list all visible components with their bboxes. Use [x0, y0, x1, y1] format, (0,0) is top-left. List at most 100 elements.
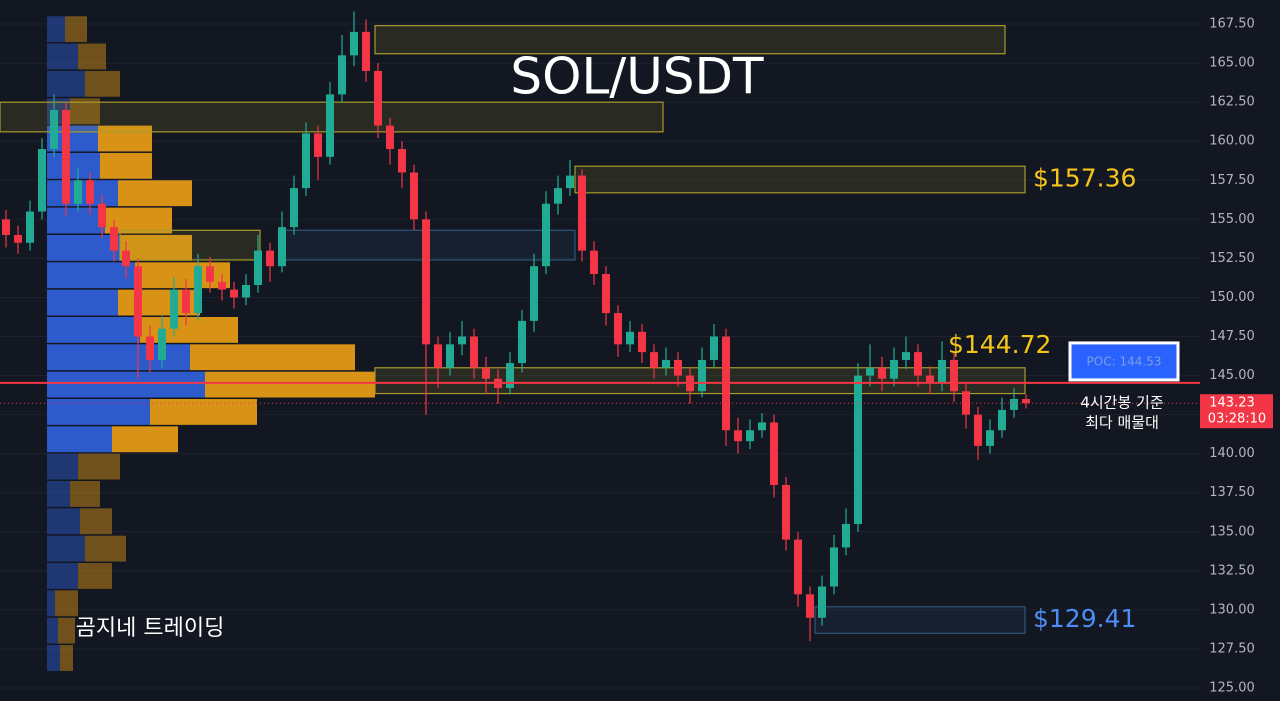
candle-body — [386, 125, 394, 150]
candle-body — [242, 284, 250, 298]
candle-body — [650, 352, 658, 368]
candle-body — [302, 133, 310, 189]
candle-body — [866, 367, 874, 376]
candle-body — [146, 336, 154, 360]
candle-body — [266, 250, 274, 267]
countdown: 03:28:10 — [1208, 412, 1266, 427]
profile-buy — [47, 371, 205, 398]
profile-buy — [47, 563, 78, 589]
title: SOL/USDT — [510, 48, 764, 106]
profile-buy — [47, 617, 58, 644]
candle-body — [374, 70, 382, 126]
candle-body — [530, 266, 538, 321]
candle-body — [362, 31, 370, 71]
candle-body — [842, 523, 850, 548]
candle-body — [398, 149, 406, 173]
profile-sell — [118, 180, 192, 207]
candle-body — [878, 367, 886, 379]
candle-body — [254, 250, 262, 285]
profile-buy — [47, 180, 118, 207]
y-tick-label: 152.50 — [1209, 251, 1255, 266]
profile-buy — [47, 481, 70, 507]
candle-body — [974, 414, 982, 446]
candle-body — [278, 227, 286, 267]
candle-body — [290, 188, 298, 228]
candle-body — [746, 430, 754, 442]
y-tick-label: 130.00 — [1209, 602, 1255, 617]
profile-sell — [190, 344, 355, 371]
candle-body — [854, 375, 862, 524]
poc-box — [1068, 341, 1180, 382]
candle-body — [662, 359, 670, 368]
candle-body — [998, 409, 1006, 431]
candle-body — [62, 109, 70, 204]
candle-body — [74, 180, 82, 204]
profile-sell — [58, 617, 75, 644]
y-tick-label: 145.00 — [1209, 368, 1255, 383]
candle-body — [314, 133, 322, 157]
candle-body — [986, 430, 994, 446]
y-tick-label: 155.00 — [1209, 212, 1255, 227]
poc-label: POC: 144.53 — [1087, 354, 1162, 368]
candle-body — [770, 422, 778, 485]
candle-body — [578, 175, 586, 251]
profile-buy — [47, 453, 78, 480]
profile-buy — [47, 535, 85, 562]
profile-sell — [150, 399, 257, 425]
candle-body — [590, 250, 598, 275]
zone — [119, 229, 261, 261]
profile-buy — [47, 16, 65, 43]
candle-body — [626, 331, 634, 345]
candle-body — [518, 320, 526, 364]
profile-buy — [47, 234, 120, 261]
candle-body — [206, 266, 214, 282]
candle-body — [758, 422, 766, 431]
candle-body — [818, 586, 826, 618]
profile-sell — [65, 16, 87, 43]
profile-buy — [47, 43, 78, 70]
last-price: 143.23 — [1209, 396, 1255, 411]
y-tick-label: 137.50 — [1209, 485, 1255, 500]
candle-body — [218, 281, 226, 290]
profile-buy — [47, 426, 112, 453]
watermark: 곰지네 트레이딩 — [76, 616, 225, 641]
candle-body — [98, 203, 106, 228]
candle-body — [962, 391, 970, 415]
profile-buy — [47, 508, 80, 535]
profile-sell — [100, 152, 152, 179]
zone — [374, 25, 1006, 55]
profile-sell — [98, 125, 152, 152]
candle-body — [410, 172, 418, 220]
zone — [814, 606, 1026, 634]
y-tick-label: 162.50 — [1209, 95, 1255, 110]
candle-body — [2, 219, 10, 235]
candle-body — [194, 266, 202, 314]
candle-body — [458, 336, 466, 345]
profile-sell — [55, 590, 78, 617]
profile-buy — [47, 70, 85, 97]
candle-body — [50, 109, 58, 150]
y-tick-label: 157.50 — [1209, 173, 1255, 188]
candle-body — [938, 359, 946, 384]
candle-body — [734, 430, 742, 442]
candle-body — [914, 352, 922, 376]
candle-body — [698, 359, 706, 392]
candle-body — [830, 547, 838, 587]
candle-body — [794, 539, 802, 595]
candle-body — [482, 367, 490, 379]
candle-body — [950, 359, 958, 392]
candle-body — [470, 336, 478, 368]
profile-buy — [47, 399, 150, 425]
annotation: 최다 매물대 — [1085, 414, 1159, 432]
profile-sell — [205, 371, 375, 398]
candle-body — [902, 352, 910, 360]
candle-body — [182, 289, 190, 314]
zone-label: $129.41 — [1033, 604, 1136, 633]
candle-body — [170, 289, 178, 329]
candle-body — [926, 375, 934, 384]
profile-sell — [78, 563, 112, 589]
candle-body — [614, 313, 622, 345]
candle-body — [554, 188, 562, 204]
zone — [574, 165, 1026, 194]
y-tick-label: 167.50 — [1209, 17, 1255, 32]
